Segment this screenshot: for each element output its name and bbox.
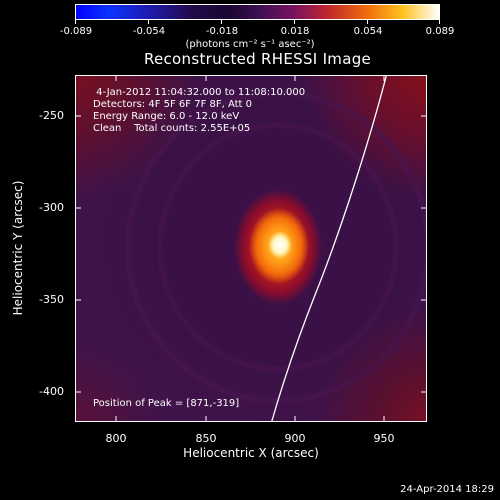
colorbar-tick xyxy=(367,19,368,24)
detectors-info: Detectors: 4F 5F 6F 7F 8F, Att 0 xyxy=(93,99,253,110)
y-tick-label: -350 xyxy=(39,293,64,306)
y-tick-label: -400 xyxy=(39,385,64,398)
solar-limb-line xyxy=(270,75,388,422)
x-axis-label: Heliocentric X (arcsec) xyxy=(183,446,319,460)
peak-position: Position of Peak = [871,-319] xyxy=(93,398,240,409)
x-tick-label: 900 xyxy=(284,432,306,445)
observation-time: 4-Jan-2012 11:04:32.000 to 11:08:10.000 xyxy=(93,87,306,98)
colorbar-tick-label: -0.054 xyxy=(132,26,166,37)
colorbar xyxy=(75,4,440,20)
colorbar-tick-label: 0.018 xyxy=(280,26,310,37)
colorbar-units: (photons cm⁻² s⁻¹ asec⁻²) xyxy=(185,39,315,50)
reconstructed-image xyxy=(75,75,427,422)
plot-timestamp: 24-Apr-2014 18:29 xyxy=(400,484,494,495)
x-tick-label: 800 xyxy=(105,432,127,445)
colorbar-tick xyxy=(294,19,295,24)
y-axis-label: Heliocentric Y (arcsec) xyxy=(11,180,25,316)
colorbar-tick xyxy=(148,19,149,24)
colorbar-tick xyxy=(439,19,440,24)
sidelobe-ring xyxy=(157,122,399,372)
image-title: Reconstructed RHESSI Image xyxy=(143,50,372,68)
y-tick-label: -250 xyxy=(39,109,64,122)
x-tick-label: 950 xyxy=(373,432,395,445)
colorbar-tick-label: 0.089 xyxy=(425,26,455,37)
colorbar-tick-label: -0.018 xyxy=(205,26,239,37)
colorbar-tick xyxy=(75,19,76,24)
colorbar-tick xyxy=(221,19,222,24)
plot-frame xyxy=(75,75,427,422)
energy-range: Energy Range: 6.0 - 12.0 keV xyxy=(93,111,240,122)
colorbar-tick-label: 0.054 xyxy=(353,26,383,37)
colorbar-gradient xyxy=(76,5,439,19)
clean-total-counts: Clean Total counts: 2.55E+05 xyxy=(93,123,251,134)
x-tick-label: 850 xyxy=(195,432,217,445)
y-tick-label: -300 xyxy=(39,201,64,214)
colorbar-tick-label: -0.089 xyxy=(59,26,93,37)
